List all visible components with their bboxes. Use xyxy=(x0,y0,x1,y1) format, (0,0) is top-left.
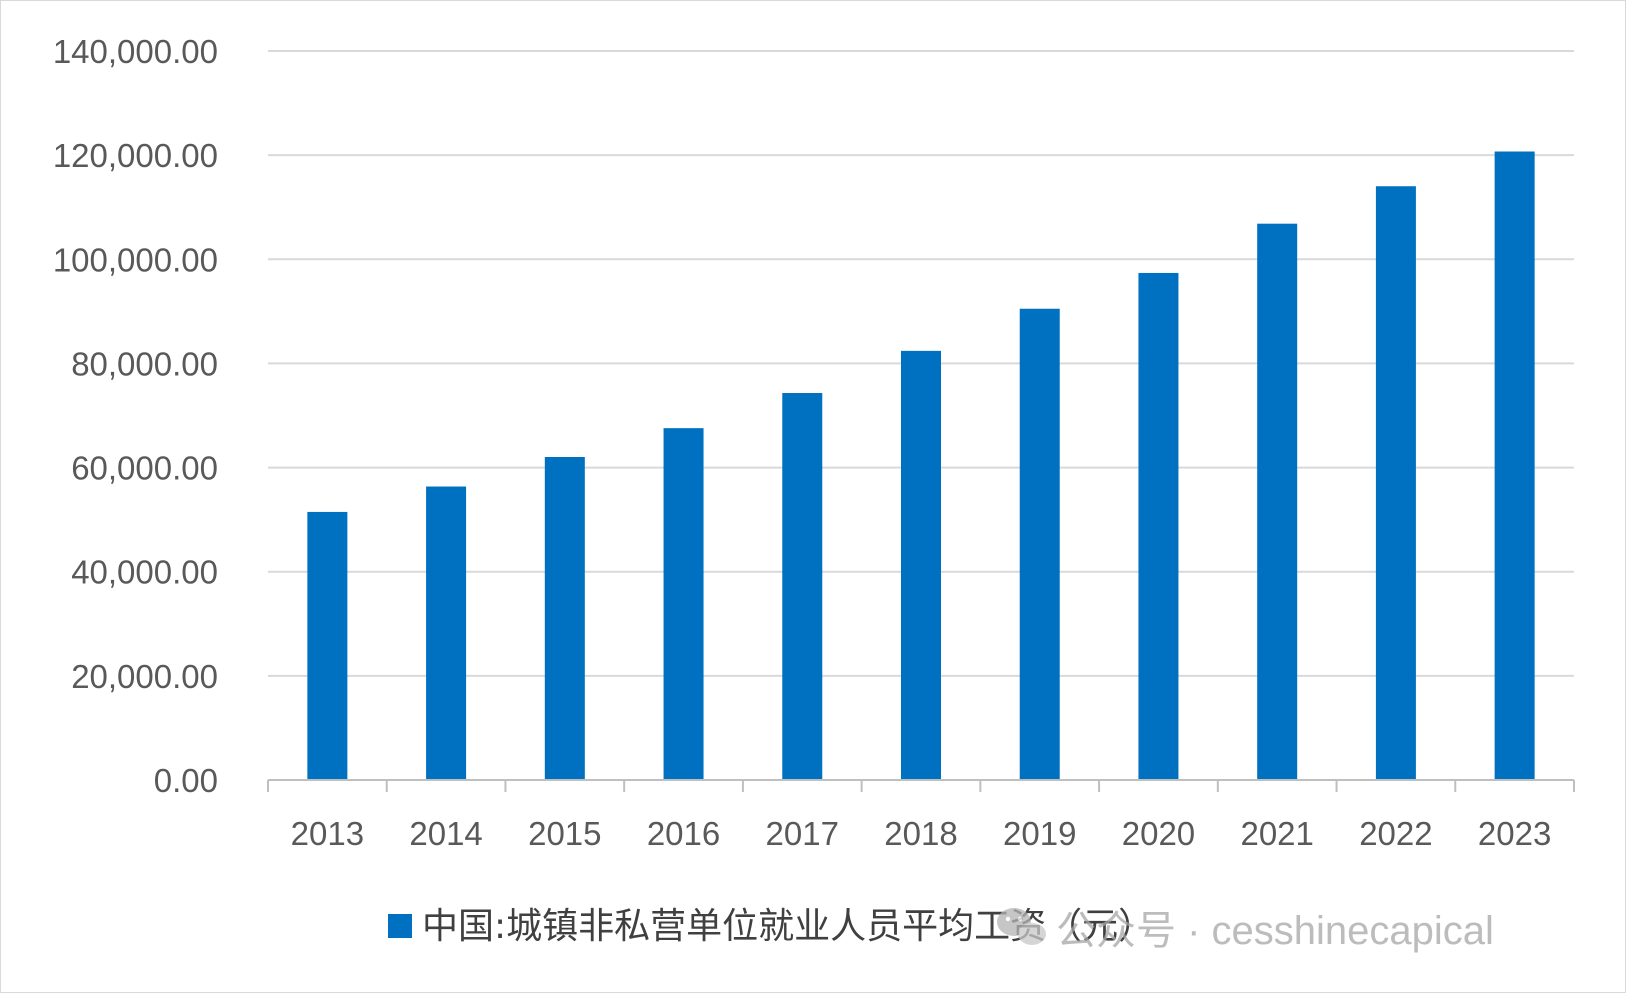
bar xyxy=(426,486,467,780)
y-tick-label: 20,000.00 xyxy=(71,658,218,695)
bar xyxy=(901,350,941,780)
y-tick-label: 80,000.00 xyxy=(71,345,218,382)
x-tick-label: 2016 xyxy=(647,815,720,852)
x-tick-label: 2020 xyxy=(1122,815,1195,852)
x-tick-label: 2019 xyxy=(1003,815,1076,852)
legend-swatch xyxy=(388,914,412,938)
x-tick-label: 2018 xyxy=(884,815,957,852)
bars xyxy=(307,151,1535,781)
bar xyxy=(1375,186,1416,780)
bar xyxy=(1257,223,1298,781)
y-tick-label: 0.00 xyxy=(154,762,218,799)
wechat-icon xyxy=(997,908,1046,945)
x-tick-label: 2021 xyxy=(1240,815,1313,852)
y-tick-label: 140,000.00 xyxy=(53,33,218,70)
gridlines xyxy=(268,50,1574,677)
x-tick-label: 2023 xyxy=(1478,815,1551,852)
y-tick-label: 100,000.00 xyxy=(53,241,218,278)
bar xyxy=(782,393,823,780)
x-tick-label: 2015 xyxy=(528,815,601,852)
watermark: 公众号 · cesshinecapical xyxy=(997,908,1494,953)
y-tick-label: 120,000.00 xyxy=(53,137,218,174)
x-tick-label: 2013 xyxy=(291,815,364,852)
legend-label: 中国:城镇非私营单位就业人员平均工资（元） xyxy=(422,906,1154,947)
y-axis-tick-labels: 0.00 20,000.00 40,000.00 60,000.00 80,000.00… xyxy=(53,33,218,799)
watermark-text: 公众号 · cesshinecapical xyxy=(1056,909,1494,953)
x-axis-tick-labels: 2013 2014 2015 2016 2017 2018 2019 2020 2021 2022… xyxy=(291,815,1552,852)
bar xyxy=(544,457,585,780)
bar xyxy=(663,428,704,780)
bar xyxy=(1138,272,1179,780)
bar xyxy=(1019,308,1060,780)
x-tick-label: 2022 xyxy=(1359,815,1432,852)
y-tick-label: 60,000.00 xyxy=(71,450,218,487)
x-tick-label: 2017 xyxy=(766,815,839,852)
bar xyxy=(1494,151,1535,780)
x-tick-label: 2014 xyxy=(409,815,482,852)
bar xyxy=(307,511,348,780)
x-axis xyxy=(267,779,1575,792)
y-tick-label: 40,000.00 xyxy=(71,554,218,591)
